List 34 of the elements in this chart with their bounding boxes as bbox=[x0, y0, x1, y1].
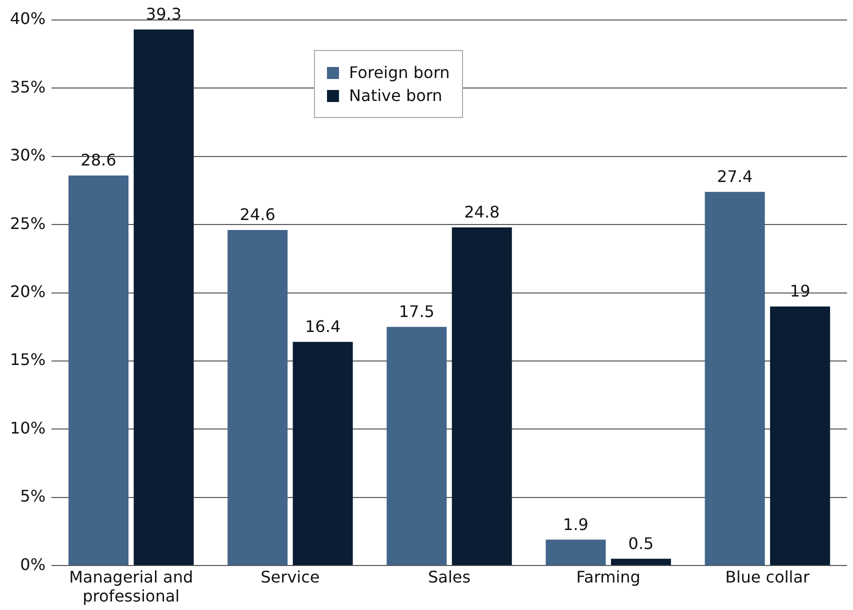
legend-label: Native born bbox=[349, 86, 442, 105]
y-tick-label: 40% bbox=[10, 9, 46, 28]
data-label: 17.5 bbox=[398, 302, 434, 322]
x-tick-label: Service bbox=[260, 567, 320, 586]
x-tick-label: Blue collar bbox=[725, 567, 810, 586]
bar bbox=[292, 342, 353, 566]
x-tick-label: Sales bbox=[428, 567, 471, 586]
data-label: 1.9 bbox=[563, 514, 588, 534]
legend-label: Foreign born bbox=[349, 63, 450, 82]
bar bbox=[546, 540, 606, 566]
y-tick-label: 20% bbox=[10, 282, 46, 301]
y-tick-label: 30% bbox=[10, 146, 46, 165]
data-label: 39.3 bbox=[146, 4, 182, 24]
y-tick-label: 15% bbox=[10, 350, 46, 370]
bar bbox=[704, 192, 765, 566]
bar bbox=[228, 230, 288, 566]
bar bbox=[452, 227, 512, 566]
bar bbox=[386, 326, 447, 566]
data-label: 16.4 bbox=[304, 317, 341, 336]
bar bbox=[770, 306, 830, 566]
bar bbox=[68, 175, 128, 566]
data-label: 27.4 bbox=[717, 167, 753, 186]
data-label: 24.8 bbox=[464, 202, 500, 222]
x-tick-label: Managerial and professional bbox=[69, 567, 194, 606]
bar bbox=[134, 30, 194, 566]
y-tick-label: 25% bbox=[10, 214, 46, 233]
y-tick-label: 0% bbox=[20, 554, 46, 574]
y-tick-label: 35% bbox=[10, 77, 46, 96]
y-tick-label: 10% bbox=[10, 418, 46, 438]
x-tick-label: Farming bbox=[576, 567, 640, 586]
y-tick-label: 5% bbox=[20, 486, 46, 506]
bar bbox=[610, 558, 671, 566]
data-label: 0.5 bbox=[628, 534, 654, 553]
data-label: 24.6 bbox=[240, 205, 276, 224]
